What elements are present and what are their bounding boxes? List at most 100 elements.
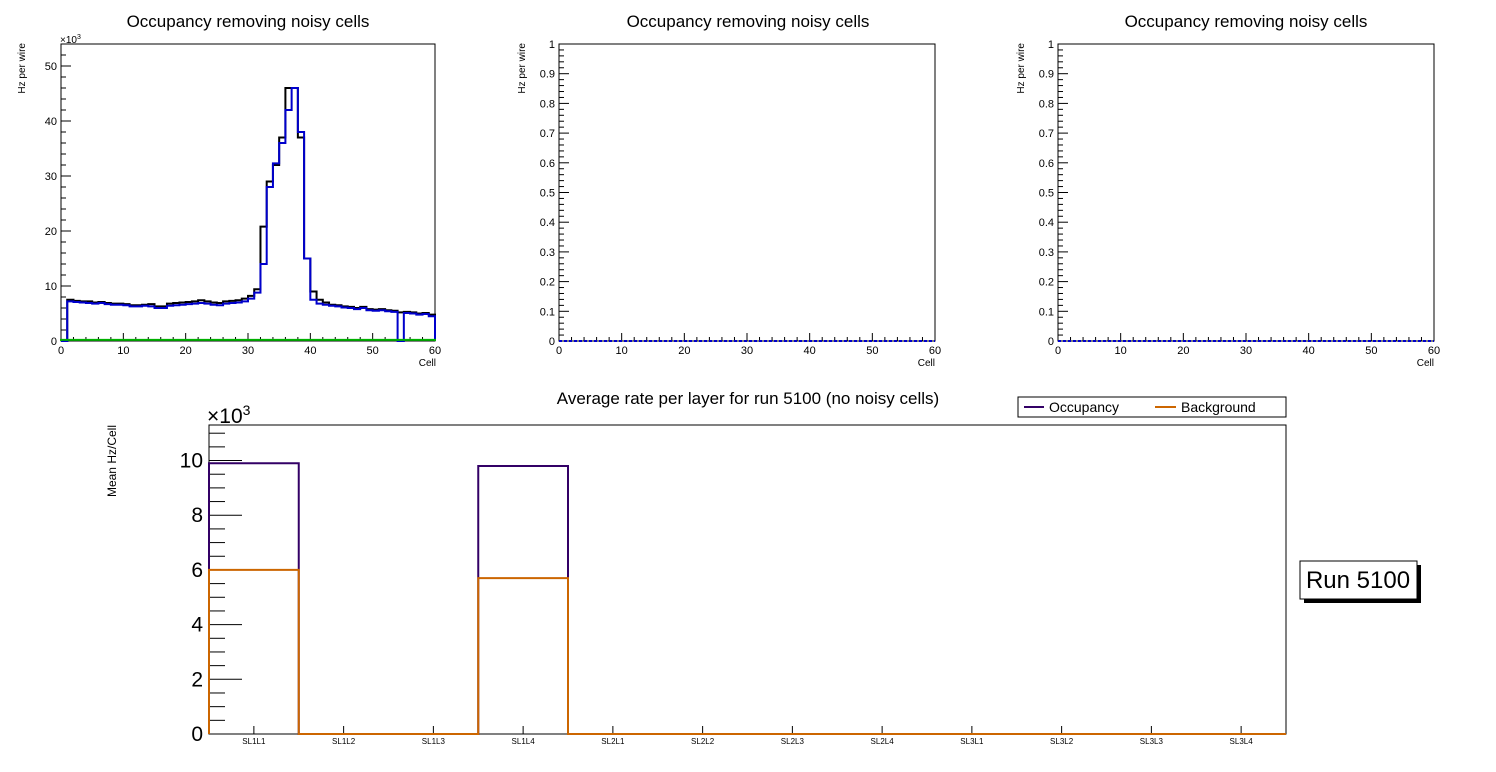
x-tick-label: 50	[367, 345, 379, 357]
panel-4: Average rate per layer for run 5100 (no …	[105, 389, 1421, 746]
series-green-line	[60, 338, 436, 341]
y-tick-label: 30	[45, 171, 57, 183]
x-tick-label: 0	[556, 345, 562, 357]
x-tick-label: 60	[429, 345, 441, 357]
y-tick-label: 10	[45, 281, 57, 293]
panel-4-series	[208, 462, 1286, 735]
x-category-label: SL2L1	[601, 737, 625, 746]
x-category-label: SL3L2	[1050, 737, 1074, 746]
y-tick-label: 8	[191, 504, 203, 527]
panel-1: Occupancy removing noisy cells Hz per wi…	[17, 12, 441, 369]
x-tick-label: 10	[616, 345, 628, 357]
y-tick-label: 10	[180, 450, 203, 473]
x-category-label: SL1L4	[512, 737, 536, 746]
y-tick-label: 20	[45, 226, 57, 238]
y-tick-label: 0.6	[1039, 158, 1054, 170]
legend: Occupancy Background	[1017, 396, 1287, 418]
y-tick-label: 0.8	[1039, 98, 1054, 110]
series-background-line	[208, 568, 1286, 735]
x-tick-label: 0	[1055, 345, 1061, 357]
x-category-label: SL2L2	[691, 737, 715, 746]
x-category-label: SL1L3	[422, 737, 446, 746]
series-occupancy-line	[208, 462, 1286, 735]
x-tick-label: 20	[1177, 345, 1189, 357]
y-tick-label: 0.2	[1039, 277, 1054, 289]
y-tick-label: 0.1	[540, 306, 555, 318]
panel-1-x-axis-label: Cell	[419, 358, 436, 369]
run-label-box: Run 5100	[1299, 560, 1421, 603]
y-tick-label: 0.7	[540, 128, 555, 140]
x-category-label: SL3L1	[960, 737, 984, 746]
y-tick-label: 0.6	[540, 158, 555, 170]
x-tick-label: 30	[242, 345, 254, 357]
panel-1-series	[60, 87, 436, 342]
series-black-line	[61, 87, 436, 342]
panel-3-x-axis-label: Cell	[1417, 358, 1434, 369]
legend-label-occupancy: Occupancy	[1049, 399, 1119, 415]
panel-2-frame	[558, 43, 936, 342]
y-tick-label: 6	[191, 559, 203, 582]
y-tick-label: 0.3	[1039, 247, 1054, 259]
panel-4-y-multiplier-exp: 3	[243, 402, 251, 418]
y-tick-label: 40	[45, 116, 57, 128]
panel-1-y-multiplier-exp: 3	[77, 34, 81, 41]
y-tick-label: 0.2	[540, 277, 555, 289]
x-tick-label: 50	[1365, 345, 1377, 357]
panel-4-title: Average rate per layer for run 5100 (no …	[557, 389, 939, 408]
panel-4-frame	[208, 424, 1287, 735]
x-tick-label: 40	[304, 345, 316, 357]
panel-4-axes: 0 2 4 6 8 10 SL1L1 SL1L2 SL1L3 SL1L4 SL2L1 SL2L2 SL2…	[180, 432, 1254, 746]
panel-2-x-axis-label: Cell	[918, 358, 935, 369]
panel-4-y-multiplier: ×103	[207, 402, 251, 428]
y-tick-label: 0	[191, 723, 203, 746]
panel-2-title: Occupancy removing noisy cells	[627, 12, 870, 31]
y-tick-label: 0.3	[540, 247, 555, 259]
y-tick-label: 0.1	[1039, 306, 1054, 318]
x-tick-label: 40	[804, 345, 816, 357]
panel-3-axes: 0 10 20 30 40 50 60 0 0.1 0.2 0.3 0.4 0.5 0.6 0.7 0.8 0.…	[1039, 39, 1440, 357]
panel-4-y-multiplier-base: ×10	[207, 405, 243, 428]
panel-1-axes: 0 10 20 30 40 50 60 0 10 20 30 40 50	[45, 43, 441, 357]
panel-2-y-axis-label: Hz per wire	[517, 43, 528, 94]
panel-1-y-axis-label: Hz per wire	[17, 43, 28, 94]
y-tick-label: 0.7	[1039, 128, 1054, 140]
series-blue-line	[61, 87, 436, 342]
panel-1-y-multiplier-base: ×10	[60, 35, 77, 46]
y-tick-label: 0.5	[1039, 188, 1054, 200]
y-tick-label: 0.4	[1039, 217, 1054, 229]
y-tick-label: 0.9	[1039, 69, 1054, 81]
y-tick-label: 1	[549, 39, 555, 51]
run-label-frame	[1299, 560, 1418, 600]
x-category-label: SL3L4	[1230, 737, 1254, 746]
y-tick-label: 50	[45, 61, 57, 73]
run-label: Run 5100	[1306, 567, 1410, 594]
y-tick-label: 0	[1048, 336, 1054, 348]
x-tick-label: 20	[678, 345, 690, 357]
panel-1-title: Occupancy removing noisy cells	[127, 12, 370, 31]
x-tick-label: 20	[180, 345, 192, 357]
legend-box	[1017, 396, 1287, 418]
x-category-label: SL3L3	[1140, 737, 1164, 746]
panel-3-frame	[1057, 43, 1435, 342]
x-tick-label: 40	[1303, 345, 1315, 357]
x-category-label: SL2L4	[871, 737, 895, 746]
y-tick-label: 0.9	[540, 69, 555, 81]
y-tick-label: 0.8	[540, 98, 555, 110]
panel-3-y-axis-label: Hz per wire	[1016, 43, 1027, 94]
panel-2: Occupancy removing noisy cells Hz per wi…	[517, 12, 941, 369]
y-tick-label: 0	[51, 336, 57, 348]
y-tick-label: 4	[191, 614, 203, 637]
x-category-label: SL1L1	[242, 737, 266, 746]
x-tick-label: 60	[1428, 345, 1440, 357]
y-tick-label: 1	[1048, 39, 1054, 51]
y-tick-label: 2	[191, 668, 203, 691]
panel-1-y-multiplier: ×103	[60, 34, 81, 46]
panel-4-y-axis-label: Mean Hz/Cell	[105, 425, 119, 497]
y-tick-label: 0	[549, 336, 555, 348]
x-tick-label: 30	[1240, 345, 1252, 357]
x-category-label: SL2L3	[781, 737, 805, 746]
y-tick-label: 0.5	[540, 188, 555, 200]
y-tick-label: 0.4	[540, 217, 555, 229]
x-tick-label: 30	[741, 345, 753, 357]
